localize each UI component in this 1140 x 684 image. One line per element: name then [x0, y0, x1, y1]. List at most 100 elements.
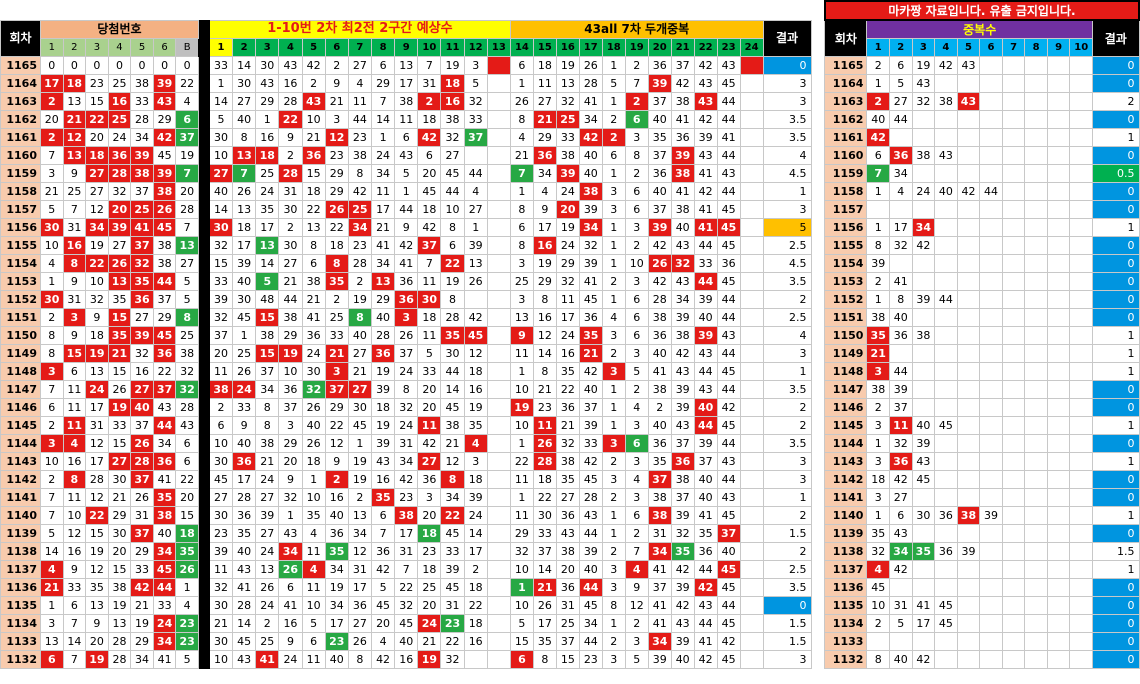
predicted-number: 30: [232, 74, 257, 93]
round-number-2: 1144: [824, 434, 868, 453]
warning-row: 마카짱 자료입니다. 유출 금지입니다.: [1, 0, 1140, 21]
overlap-number: [1069, 560, 1093, 579]
predicted-number: [486, 200, 511, 219]
overlap-col-header: 10: [1069, 38, 1093, 57]
overlap-number: [1024, 488, 1048, 507]
duplicate-number: [739, 200, 764, 219]
predicted-number: 40: [370, 308, 396, 327]
predicted-number: 24: [278, 650, 303, 669]
winning-number: 32: [175, 362, 199, 381]
table-row: 1155 10 16 19 27 37 38 13 32 17 13 30 8 18 23 41 42 37 6 39…: [0, 236, 1140, 255]
duplicate-number: 28: [578, 488, 603, 507]
winning-number: 3: [62, 308, 87, 327]
duplicate-number: 39: [578, 254, 603, 273]
duplicate-number: 4: [509, 128, 534, 147]
duplicate-number: 22: [532, 488, 557, 507]
predicted-number: 36: [232, 452, 257, 471]
overlap-number: [1001, 614, 1026, 633]
predicted-number: 39: [370, 434, 396, 453]
winning-number: 0: [107, 56, 132, 75]
duplicate-number: 6: [509, 56, 534, 75]
result-value: 3: [762, 200, 812, 219]
predicted-number: 42: [301, 56, 326, 75]
duplicate-number: 32: [509, 542, 534, 561]
duplicate-number: 16: [555, 344, 580, 363]
table-row: 1163 2 13 15 16 33 43 4 14 27 29 28 43 21 11 7 38 2 16 32 26…: [0, 92, 1140, 111]
round-number: 1141: [0, 488, 41, 507]
round-number: 1146: [0, 398, 41, 417]
overlap-number: [1001, 182, 1026, 201]
round-number-2: 1146: [824, 398, 868, 417]
predicted-number: 5: [394, 164, 419, 183]
duplicate-number: [739, 452, 764, 471]
overlap-number: [1001, 380, 1026, 399]
winning-number: 19: [175, 146, 199, 165]
overlap-number: 4: [888, 182, 913, 201]
winning-number: 32: [85, 290, 109, 309]
predicted-number: 9: [324, 452, 349, 471]
winning-number: 7: [62, 200, 87, 219]
duplicate-number: 40: [647, 416, 672, 435]
winning-number: 39: [130, 326, 154, 345]
predicted-number: 13: [232, 200, 257, 219]
predicted-number: 18: [417, 560, 442, 579]
winning-number: 40: [130, 398, 154, 417]
predicted-number: [486, 92, 511, 111]
winning-number: 36: [130, 290, 154, 309]
overlap-number: [1069, 272, 1093, 291]
duplicate-number: 3: [624, 344, 649, 363]
predicted-number: [486, 416, 511, 435]
pred-col-header: 5: [301, 38, 326, 57]
overlap-number: [979, 92, 1003, 111]
overlap-number: [911, 632, 936, 651]
predicted-number: 45: [394, 614, 419, 633]
duplicate-number: 44: [716, 146, 741, 165]
predicted-number: 17: [347, 578, 372, 597]
overlap-number: [1069, 146, 1093, 165]
duplicate-number: 42: [578, 362, 603, 381]
overlap-number: [911, 362, 936, 381]
winning-number: 2: [39, 470, 64, 489]
duplicate-number: 27: [532, 92, 557, 111]
winning-number: 37: [130, 416, 154, 435]
predicted-number: 6: [208, 416, 234, 435]
overlap-number: [1069, 344, 1093, 363]
winning-number: 36: [152, 452, 177, 471]
result-value-2: 1: [1092, 128, 1140, 147]
duplicate-number: 3: [624, 488, 649, 507]
duplicate-number: 40: [693, 488, 718, 507]
winning-number: 9: [62, 326, 87, 345]
overlap-number: 1: [866, 290, 890, 309]
pred-col-header: 9: [394, 38, 419, 57]
duplicate-number: 39: [693, 434, 718, 453]
predicted-number: 11: [417, 326, 442, 345]
predicted-number: 22: [394, 578, 419, 597]
overlap-number: [1024, 272, 1048, 291]
predicted-number: 16: [324, 488, 349, 507]
overlap-number: [1046, 398, 1071, 417]
predicted-number: 21: [370, 218, 396, 237]
winning-number: 5: [175, 650, 199, 669]
result-value: 4: [762, 146, 812, 165]
duplicate-number: [739, 110, 764, 129]
winning-number: 36: [107, 146, 132, 165]
duplicate-number: 5: [624, 650, 649, 669]
predicted-number: 26: [394, 326, 419, 345]
table-row: 1140 7 10 22 29 31 38 15 30 36 39 1 35 40 13 6 38 20 22 24 1…: [0, 506, 1140, 525]
duplicate-number: 9: [532, 200, 557, 219]
overlap-number: [1046, 578, 1071, 597]
overlap-number: [934, 632, 958, 651]
table-row: 1162 20 21 22 25 28 29 6 5 40 1 22 10 3 44 14 11 18 38 33 8 2…: [0, 110, 1140, 129]
winning-number: 35: [107, 326, 132, 345]
winning-number: 12: [62, 128, 87, 147]
predicted-number: 17: [232, 470, 257, 489]
duplicate-number: 24: [555, 326, 580, 345]
pred-col-header: 13: [486, 38, 511, 57]
overlap-number: [956, 164, 981, 183]
overlap-number: [911, 272, 936, 291]
overlap-number: [911, 578, 936, 597]
overlap-number: 30: [911, 506, 936, 525]
overlap-number: [1069, 614, 1093, 633]
overlap-number: 5: [888, 74, 913, 93]
duplicate-number: 44: [716, 470, 741, 489]
